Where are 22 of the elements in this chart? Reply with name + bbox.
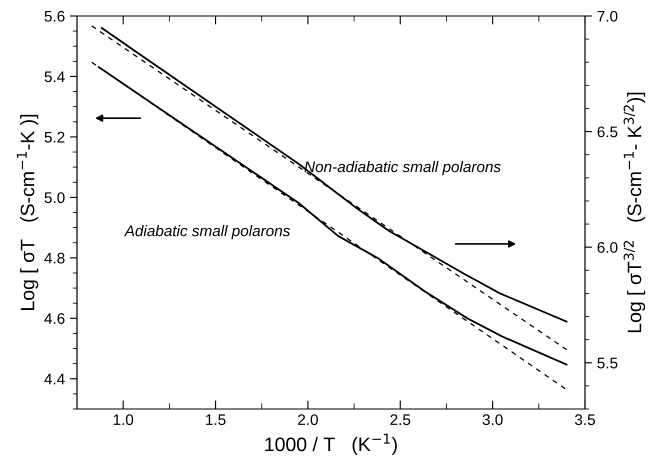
y2-tick-label: 6.0 xyxy=(598,242,618,253)
annotation: Non-adiabatic small polarons xyxy=(304,160,501,176)
y-tick-label: 5.2 xyxy=(44,132,64,143)
x-tick-label: 2.0 xyxy=(298,414,318,426)
x-axis-title: 1000 / T (K$^{−1}$) xyxy=(265,434,397,456)
y2-tick-label: 7.0 xyxy=(598,10,618,22)
x-tick-label: 1.0 xyxy=(114,414,134,426)
y2-tick-label: 6.5 xyxy=(598,126,618,138)
x-tick-label: 1.5 xyxy=(206,414,226,426)
y-tick-label: 4.6 xyxy=(44,313,65,324)
y-tick-label: 5.4 xyxy=(44,71,65,82)
y-tick-label: 4.4 xyxy=(44,374,65,384)
y-tick-label: 4.8 xyxy=(44,252,65,264)
text: Log [ σT$^{3/2}$ (S-cm$^{−1}$- K$^{3/2}$)] xyxy=(624,92,646,332)
y-axis-title: Log [ σT (S-cm$^{−1}$-K )] xyxy=(16,114,38,310)
y2-tick-label: 5.5 xyxy=(597,358,618,368)
y-tick-label: 5.0 xyxy=(44,192,65,204)
x-tick-label: 3.5 xyxy=(574,414,595,426)
x-tick-label: 3.0 xyxy=(482,414,503,426)
x-tick-label: 2.5 xyxy=(390,414,410,426)
annotation: Adiabatic small polarons xyxy=(124,225,290,240)
y-tick-label: 5.6 xyxy=(44,10,65,22)
